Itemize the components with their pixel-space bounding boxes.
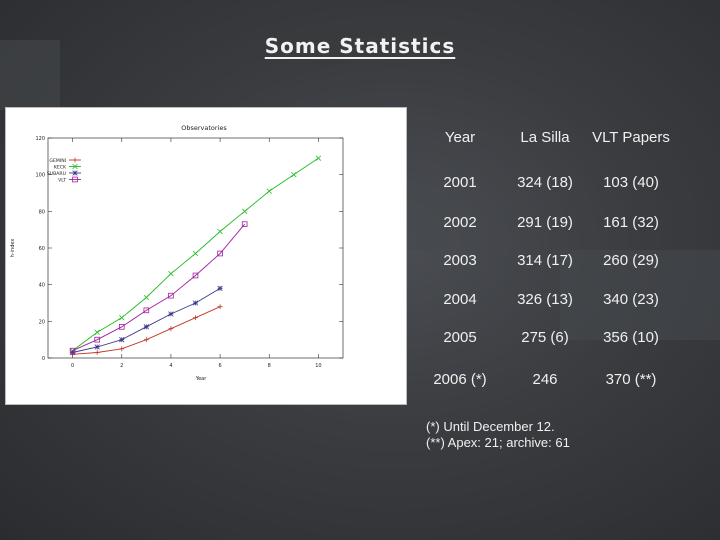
- y-tick-label: 120: [35, 136, 45, 142]
- data-point-subaru: [69, 349, 76, 356]
- data-point-subaru: [168, 311, 174, 317]
- table-cell: 291 (19): [517, 213, 573, 231]
- x-tick-label: 10: [315, 363, 321, 369]
- table-cell: 356 (10): [603, 328, 659, 346]
- data-point-subaru: [192, 300, 199, 306]
- data-point-vlt: [241, 221, 248, 227]
- data-point-vlt: [217, 250, 223, 257]
- table-cell: 2003: [443, 251, 477, 269]
- legend-marker-subaru: [72, 170, 78, 176]
- footnote-2: (**) Apex: 21; archive: 61: [426, 435, 570, 450]
- data-point-keck: [266, 188, 272, 194]
- x-tick-label: 2: [120, 363, 123, 369]
- y-tick-label: 100: [35, 173, 45, 179]
- data-point-gemini: [217, 304, 223, 310]
- table-cell: 326 (13): [517, 290, 573, 308]
- background-building-shape: [0, 40, 60, 110]
- data-point-vlt: [69, 347, 76, 354]
- data-point-keck: [217, 228, 223, 235]
- table-cell: 246: [532, 370, 558, 388]
- series-line-vlt: [72, 223, 246, 352]
- chart-ylabel: h-index: [10, 239, 16, 258]
- y-tick-label: 60: [39, 246, 45, 252]
- table-row: 2001 324 (18) 103 (40): [418, 162, 674, 203]
- table-cell: 314 (17): [517, 251, 573, 269]
- table-cell: 2005: [443, 328, 477, 346]
- data-point-keck: [315, 155, 322, 161]
- data-point-gemini: [193, 315, 198, 321]
- data-point-keck: [192, 250, 199, 257]
- legend-marker-gemini: [72, 157, 78, 163]
- table-header-cell: Year: [444, 128, 476, 146]
- y-tick-label: 0: [42, 356, 45, 362]
- legend-label-keck: KECK: [54, 164, 67, 170]
- table-row: 2005 275 (6) 356 (10): [418, 319, 674, 355]
- data-point-keck: [143, 294, 150, 301]
- table-cell: 370 (**): [605, 370, 657, 388]
- table-header-cell: VLT Papers: [592, 128, 670, 146]
- y-tick-label: 80: [39, 209, 45, 215]
- data-point-gemini: [143, 337, 149, 343]
- legend-label-gemini: GEMINI: [49, 158, 66, 164]
- chart-panel: Observatories h-index Year 0 20 40 60 80 100 1…: [5, 107, 407, 405]
- x-tick-label: 6: [218, 363, 221, 369]
- table-row: 2004 326 (13) 340 (23): [418, 279, 674, 319]
- legend-marker-keck: [72, 163, 78, 170]
- background-building-shape: [560, 250, 720, 340]
- x-tick-label: 0: [71, 363, 74, 369]
- data-point-keck: [119, 314, 125, 321]
- data-point-keck: [168, 270, 174, 277]
- table-cell: 161 (32): [603, 213, 659, 231]
- data-point-keck: [241, 208, 248, 215]
- chart-xlabel: Year: [195, 376, 208, 382]
- chart-title: Observatories: [181, 124, 227, 132]
- data-point-vlt: [94, 336, 100, 343]
- series-line-keck: [72, 157, 319, 352]
- data-point-subaru: [143, 324, 150, 330]
- legend-marker-vlt: [72, 176, 78, 183]
- table-row: 2002 291 (19) 161 (32): [418, 203, 674, 241]
- data-point-subaru: [94, 344, 100, 350]
- slide-title: Some Statistics: [0, 34, 720, 58]
- table-cell: 2006 (*): [433, 370, 487, 388]
- data-point-vlt: [143, 307, 150, 314]
- data-point-gemini: [119, 346, 125, 352]
- x-tick-label: 4: [169, 363, 172, 369]
- data-point-vlt: [168, 292, 174, 299]
- table-cell: 2004: [443, 290, 477, 308]
- statistics-table: Year La Silla VLT Papers 2001 324 (18) 103 (4…: [418, 112, 674, 403]
- table-cell: 2002: [443, 213, 477, 231]
- data-point-vlt: [118, 324, 125, 330]
- data-point-keck: [94, 329, 100, 336]
- table-row: 2006 (*) 246 370 (**): [418, 355, 674, 403]
- footnotes: (*) Until December 12. (**) Apex: 21; ar…: [426, 419, 570, 451]
- table-cell: 275 (6): [521, 328, 569, 346]
- table-cell: 340 (23): [603, 290, 659, 308]
- data-point-gemini: [94, 350, 100, 355]
- y-tick-label: 40: [39, 283, 45, 289]
- data-point-gemini: [168, 326, 174, 332]
- table-header-cell: La Silla: [520, 128, 570, 146]
- legend-label-vlt: VLT: [58, 177, 66, 183]
- table-cell: 2001: [443, 174, 477, 191]
- table-cell: 103 (40): [603, 174, 659, 191]
- line-chart: Observatories h-index Year 0204060801001…: [10, 124, 344, 382]
- table-cell: 324 (18): [517, 174, 573, 191]
- y-tick-label: 20: [39, 319, 45, 325]
- slide-title-text: Some Statistics: [264, 34, 456, 58]
- data-point-subaru: [217, 285, 223, 292]
- legend-label-subaru: SUBARU: [47, 171, 66, 177]
- table-header-row: Year La Silla VLT Papers: [418, 112, 674, 162]
- data-point-keck: [291, 171, 297, 178]
- data-point-subaru: [119, 336, 125, 343]
- data-point-vlt: [192, 272, 199, 279]
- footnote-1: (*) Until December 12.: [426, 419, 555, 434]
- x-tick-label: 8: [268, 363, 271, 369]
- table-row: 2003 314 (17) 260 (29): [418, 241, 674, 279]
- table-cell: 260 (29): [603, 251, 659, 269]
